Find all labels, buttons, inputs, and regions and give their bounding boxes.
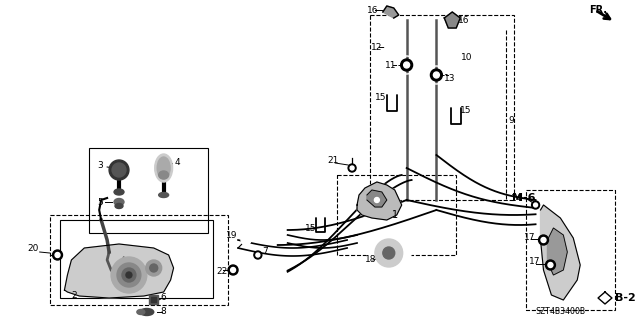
Circle shape — [348, 164, 356, 172]
Bar — [49, 215, 228, 305]
Circle shape — [230, 268, 236, 273]
Circle shape — [52, 250, 63, 260]
Text: FR.: FR. — [589, 5, 607, 15]
Bar — [525, 190, 615, 310]
Text: 18: 18 — [365, 255, 376, 265]
Text: 8: 8 — [161, 308, 166, 316]
Text: 7: 7 — [262, 246, 268, 255]
Circle shape — [401, 59, 413, 71]
Ellipse shape — [159, 171, 168, 179]
Text: 16: 16 — [367, 5, 378, 14]
Polygon shape — [383, 6, 399, 18]
Polygon shape — [444, 12, 460, 28]
Ellipse shape — [157, 157, 170, 179]
Circle shape — [117, 263, 141, 287]
Circle shape — [254, 251, 262, 259]
Ellipse shape — [446, 53, 460, 61]
Text: 12: 12 — [371, 43, 382, 52]
Ellipse shape — [137, 309, 145, 315]
Polygon shape — [367, 190, 387, 207]
Circle shape — [112, 163, 126, 177]
Circle shape — [541, 237, 546, 243]
Ellipse shape — [114, 189, 124, 195]
Circle shape — [55, 252, 60, 258]
Ellipse shape — [114, 198, 124, 205]
Circle shape — [545, 260, 556, 270]
Ellipse shape — [115, 204, 123, 209]
Text: 2: 2 — [72, 292, 77, 300]
Polygon shape — [65, 244, 173, 298]
Bar — [89, 148, 208, 233]
Circle shape — [150, 264, 157, 272]
Circle shape — [367, 231, 411, 275]
Circle shape — [350, 166, 354, 170]
Bar — [370, 15, 514, 200]
Text: 15: 15 — [375, 92, 387, 101]
Text: 17: 17 — [524, 233, 535, 242]
Text: 15: 15 — [305, 223, 316, 233]
Circle shape — [534, 203, 538, 207]
Text: 16: 16 — [458, 15, 470, 25]
Bar — [60, 220, 213, 298]
Polygon shape — [541, 205, 580, 300]
Text: 4: 4 — [175, 157, 180, 166]
Text: 13: 13 — [444, 74, 456, 83]
Text: 20: 20 — [28, 244, 39, 252]
Circle shape — [228, 265, 238, 275]
Circle shape — [241, 235, 251, 245]
Text: 1: 1 — [392, 210, 398, 220]
Ellipse shape — [155, 154, 173, 182]
Text: 22: 22 — [216, 268, 227, 276]
Text: 5: 5 — [97, 197, 103, 206]
Circle shape — [374, 197, 380, 203]
Bar — [337, 175, 456, 255]
Circle shape — [538, 235, 548, 245]
Text: 9: 9 — [509, 116, 515, 124]
Circle shape — [146, 260, 162, 276]
Circle shape — [122, 268, 136, 282]
Circle shape — [126, 272, 132, 278]
Text: 10: 10 — [461, 52, 473, 61]
Circle shape — [111, 257, 147, 293]
Circle shape — [404, 62, 410, 68]
Circle shape — [433, 72, 440, 78]
Ellipse shape — [385, 43, 399, 52]
Text: 11: 11 — [385, 60, 396, 69]
Text: 19: 19 — [226, 230, 237, 239]
Bar — [148, 295, 157, 304]
Circle shape — [375, 239, 403, 267]
Text: 15: 15 — [460, 106, 472, 115]
Text: 6: 6 — [161, 292, 166, 301]
Circle shape — [256, 253, 260, 257]
Text: M-6: M-6 — [512, 193, 535, 203]
Text: 21: 21 — [327, 156, 339, 164]
Ellipse shape — [159, 193, 168, 197]
Polygon shape — [357, 182, 402, 220]
Circle shape — [532, 201, 540, 209]
Text: SZT4B3400B: SZT4B3400B — [536, 307, 586, 316]
Polygon shape — [547, 228, 567, 275]
Bar — [151, 297, 156, 302]
Circle shape — [372, 195, 382, 205]
Text: 3: 3 — [97, 161, 103, 170]
Circle shape — [548, 262, 553, 268]
Circle shape — [431, 69, 442, 81]
Text: B-2: B-2 — [615, 293, 636, 303]
Circle shape — [383, 247, 395, 259]
Ellipse shape — [140, 308, 154, 316]
Text: 17: 17 — [529, 258, 540, 267]
Text: 14: 14 — [511, 194, 522, 203]
Circle shape — [109, 160, 129, 180]
